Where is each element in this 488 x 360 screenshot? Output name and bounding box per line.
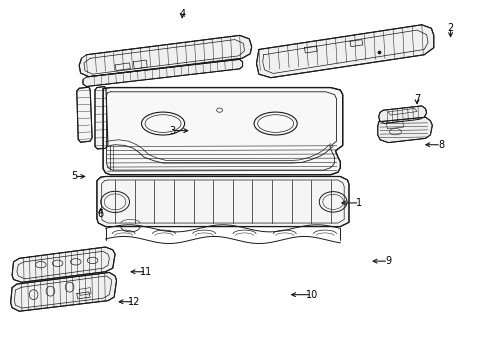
Text: 11: 11 <box>140 267 152 277</box>
Polygon shape <box>97 176 348 226</box>
Text: 4: 4 <box>179 9 185 19</box>
Polygon shape <box>256 25 433 78</box>
Polygon shape <box>11 273 116 311</box>
Polygon shape <box>378 106 426 123</box>
Polygon shape <box>79 35 251 77</box>
Text: 5: 5 <box>71 171 77 181</box>
Text: 7: 7 <box>413 94 419 104</box>
Polygon shape <box>95 86 108 149</box>
Text: 3: 3 <box>169 126 175 136</box>
Text: 10: 10 <box>305 290 317 300</box>
Text: 8: 8 <box>437 140 443 150</box>
Polygon shape <box>77 87 92 142</box>
Text: 1: 1 <box>356 198 362 208</box>
Text: 6: 6 <box>98 208 103 219</box>
Polygon shape <box>377 117 431 143</box>
Polygon shape <box>83 59 242 86</box>
Text: 2: 2 <box>447 23 453 33</box>
Polygon shape <box>103 87 342 175</box>
Text: 9: 9 <box>385 256 390 266</box>
Polygon shape <box>12 247 115 282</box>
Text: 12: 12 <box>128 297 140 307</box>
